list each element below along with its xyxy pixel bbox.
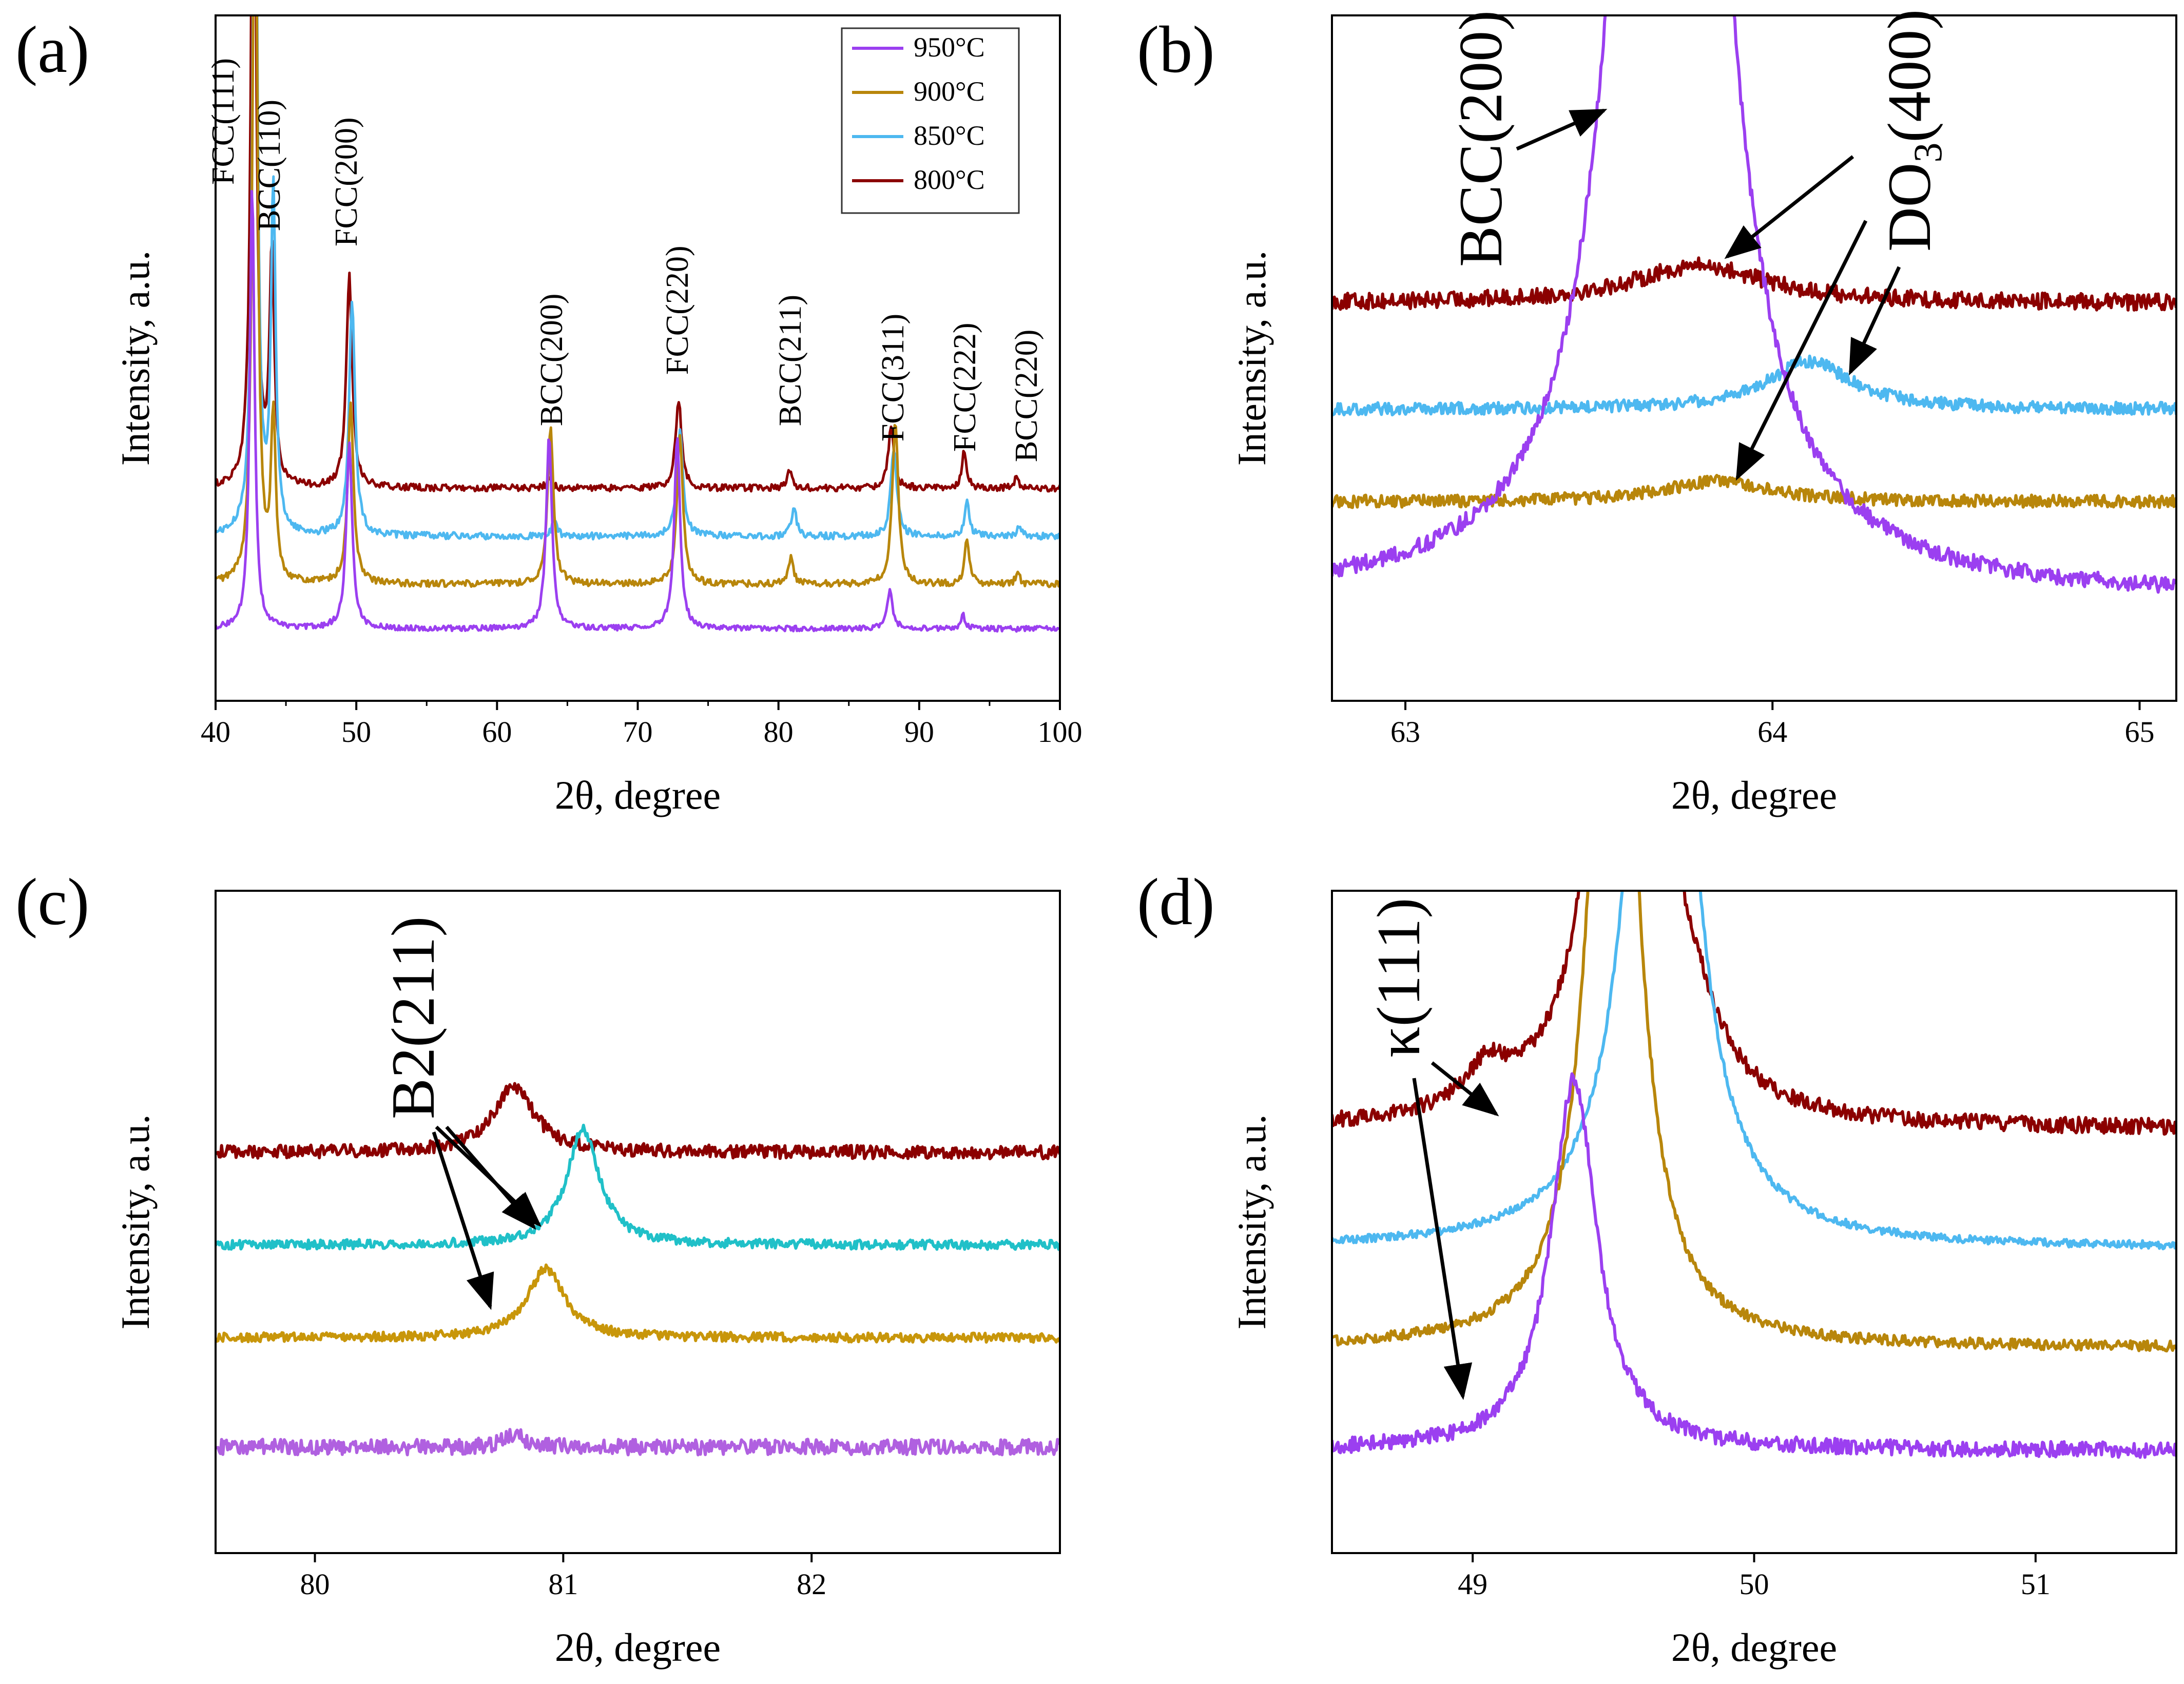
series-c-2 [216,1263,1060,1344]
series-a-3 [216,189,1060,633]
annotation-arrow-b-3 [1848,266,1901,376]
y-axis-label-c: Intensity, a.u. [113,1114,158,1330]
plot-frame-b [1331,14,2177,702]
x-tick-label-b-1: 64 [1757,715,1787,749]
panel-b: 63 64 65 2θ, degree Intensity, a.u. (b) BCC(20… [1137,9,2177,817]
annotation-arrow-b-2 [1735,220,1868,481]
label-b2-211: B2(211) [379,916,447,1119]
x-tick-label-c-1: 81 [548,1567,578,1601]
legend-entry-1: 900°C [914,76,985,107]
label-bcc200: BCC(200) [1446,10,1515,267]
peak-label-2: FCC(200) [329,118,364,246]
x-tick-label-d-1: 50 [1740,1567,1769,1601]
panel-c: 80 81 82 2θ, degree Intensity, a.u. (c) B2(211… [15,865,1061,1670]
legend: 950°C 900°C 850°C 800°C [841,27,1020,214]
plot-frame-c [215,890,1061,1554]
peak-label-7: FCC(222) [948,323,982,452]
peak-label-8: BCC(220) [1009,330,1044,462]
plot-area-b [1332,15,2176,594]
annotation-arrow-c-2 [432,1131,494,1310]
series-b-3 [1332,15,2176,594]
annotation-arrow-d-1 [1412,1078,1473,1400]
series-c-1 [216,1123,1060,1251]
peak-label-6: FCC(311) [876,314,911,442]
series-d-3 [1332,1072,2176,1459]
annotation-arrow-b-0 [1516,108,1608,151]
annotation-arrow-d-0 [1431,1061,1499,1117]
peak-label-1: BCC(110) [252,100,287,231]
x-tick-label-a-4: 80 [764,715,794,749]
legend-entry-2: 850°C [914,120,985,151]
series-d-1 [1332,891,2176,1251]
annotation-arrow-c-1 [445,1125,536,1230]
panel-label-c: (c) [15,865,89,939]
x-tick-label-b-2: 65 [2124,715,2154,749]
label-do3-main: DO [1875,163,1943,252]
x-tick-label-a-5: 90 [904,715,934,749]
x-axis-label-c: 2θ, degree [555,1625,721,1670]
x-axis-label-b: 2θ, degree [1671,773,1837,817]
x-tick-label-d-2: 51 [2021,1567,2051,1601]
plot-area-a [216,15,1060,633]
panel-label-b: (b) [1137,13,1215,87]
label-do3-suffix: (400) [1875,9,1943,143]
peak-label-4: FCC(220) [660,246,695,375]
series-c-3 [216,1428,1060,1457]
x-tick-label-a-1: 50 [341,715,371,749]
series-b-2 [1332,474,2176,509]
panel-a: 40 50 60 70 80 90 100 2θ, degree Intensity, a.u.… [15,13,1083,817]
legend-entry-0: 950°C [914,32,985,63]
annotation-arrow-b-1 [1724,155,1854,259]
y-axis-label-d: Intensity, a.u. [1229,1114,1274,1330]
x-tick-label-c-0: 80 [300,1567,330,1601]
x-tick-label-a-3: 70 [623,715,653,749]
panel-label-a: (a) [15,13,89,87]
x-axis-label-a: 2θ, degree [555,773,721,817]
x-tick-label-a-6: 100 [1038,715,1083,749]
series-b-1 [1332,354,2176,416]
label-kappa-111: κ(111) [1364,898,1433,1058]
series-a-2 [216,15,1060,588]
x-tick-label-a-2: 60 [482,715,512,749]
panel-label-d: (d) [1137,865,1215,939]
label-do3-400: DO3(400) [1875,9,1950,252]
peak-label-0: FCC(111) [206,58,241,185]
x-tick-label-a-0: 40 [201,715,230,749]
x-tick-label-c-2: 82 [797,1567,826,1601]
plot-area-d [1332,891,2176,1459]
peak-label-5: BCC(211) [773,295,808,426]
y-axis-label-b: Intensity, a.u. [1229,251,1274,466]
series-d-2 [1332,891,2176,1353]
series-c-0 [216,1082,1060,1161]
x-tick-label-d-0: 49 [1458,1567,1487,1601]
legend-entry-3: 800°C [914,164,985,195]
series-d-0 [1332,891,2176,1136]
plot-area-c [216,1082,1060,1457]
peak-label-3: BCC(200) [534,294,569,426]
series-a-1 [216,15,1060,541]
x-tick-label-b-0: 63 [1390,715,1420,749]
panel-d: 49 50 51 2θ, degree Intensity, a.u. (d) κ(111) [1137,865,2177,1670]
label-do3-sub: 3 [1905,143,1950,163]
x-axis-label-d: 2θ, degree [1671,1625,1837,1670]
y-axis-label-a: Intensity, a.u. [113,251,158,466]
series-b-0 [1332,256,2176,312]
